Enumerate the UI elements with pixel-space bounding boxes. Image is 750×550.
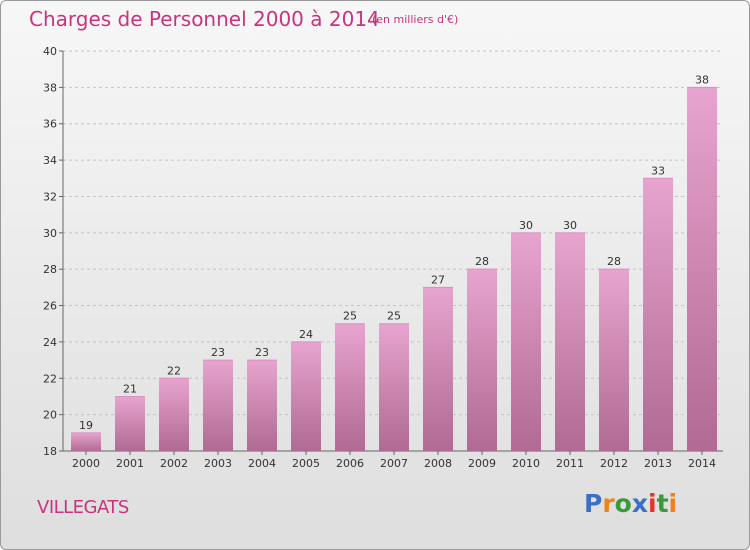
chart-labels: 18 20 22 24 26 28 30 32 34 36 38 40 19 2000 21 2001 22 20…: [43, 45, 716, 470]
y-tick-label: 18: [43, 445, 57, 458]
y-tick-label: 32: [43, 190, 57, 203]
x-tick-label: 2011: [556, 457, 584, 470]
y-tick-label: 36: [43, 118, 57, 131]
chart-bars: [71, 86, 717, 452]
logo-letter: i: [648, 489, 657, 518]
value-label: 25: [343, 310, 357, 323]
bar-2014: [687, 87, 717, 451]
value-label: 38: [695, 73, 709, 86]
y-tick-label: 30: [43, 227, 57, 240]
y-tick-label: 34: [43, 154, 57, 167]
bar-2013: [643, 178, 673, 452]
value-label: 30: [563, 219, 577, 232]
chart-subtitle: (en milliers d'€): [372, 13, 459, 26]
value-label: 22: [167, 364, 181, 377]
x-tick-label: 2002: [160, 457, 188, 470]
value-label: 25: [387, 310, 401, 323]
x-tick-label: 2014: [688, 457, 716, 470]
y-tick-label: 38: [43, 81, 57, 94]
x-tick-label: 2004: [248, 457, 276, 470]
value-label: 24: [299, 328, 313, 341]
bar-2004: [247, 360, 277, 451]
value-label: 19: [79, 419, 93, 432]
y-tick-label: 28: [43, 263, 57, 276]
x-tick-label: 2009: [468, 457, 496, 470]
bar-2011: [555, 232, 585, 451]
x-tick-label: 2005: [292, 457, 320, 470]
logo-letter: P: [584, 489, 603, 518]
logo-letter: r: [602, 489, 615, 518]
chart-title: Charges de Personnel 2000 à 2014: [29, 7, 380, 31]
logo-letter: t: [656, 489, 669, 518]
value-label: 23: [255, 346, 269, 359]
value-label: 28: [475, 255, 489, 268]
proxiti-logo: Proxiti: [584, 489, 677, 518]
bar-2007: [379, 323, 409, 451]
y-tick-label: 24: [43, 336, 57, 349]
x-tick-label: 2006: [336, 457, 364, 470]
x-tick-label: 2010: [512, 457, 540, 470]
bar-2002: [159, 378, 189, 451]
y-tick-label: 26: [43, 300, 57, 313]
bar-2001: [115, 396, 145, 451]
value-label: 23: [211, 346, 225, 359]
x-tick-label: 2003: [204, 457, 232, 470]
x-tick-label: 2007: [380, 457, 408, 470]
value-label: 33: [651, 164, 665, 177]
y-tick-label: 22: [43, 372, 57, 385]
logo-letter: x: [631, 489, 648, 518]
bar-2012: [599, 269, 629, 451]
value-label: 21: [123, 382, 137, 395]
value-label: 27: [431, 273, 445, 286]
bar-2000: [71, 432, 101, 451]
x-tick-label: 2012: [600, 457, 628, 470]
value-label: 28: [607, 255, 621, 268]
x-tick-label: 2013: [644, 457, 672, 470]
bar-2006: [335, 323, 365, 451]
y-tick-label: 40: [43, 45, 57, 58]
y-tick-label: 20: [43, 409, 57, 422]
place-name: VILLEGATS: [37, 497, 129, 518]
x-tick-label: 2000: [72, 457, 100, 470]
x-tick-label: 2008: [424, 457, 452, 470]
bar-2005: [291, 341, 321, 451]
value-label: 30: [519, 219, 533, 232]
bar-2003: [203, 360, 233, 451]
x-tick-label: 2001: [116, 457, 144, 470]
logo-letter: i: [668, 489, 678, 518]
bar-2010: [511, 232, 541, 451]
logo-letter: o: [614, 489, 632, 518]
bar-2008: [423, 287, 453, 451]
bar-2009: [467, 269, 497, 451]
